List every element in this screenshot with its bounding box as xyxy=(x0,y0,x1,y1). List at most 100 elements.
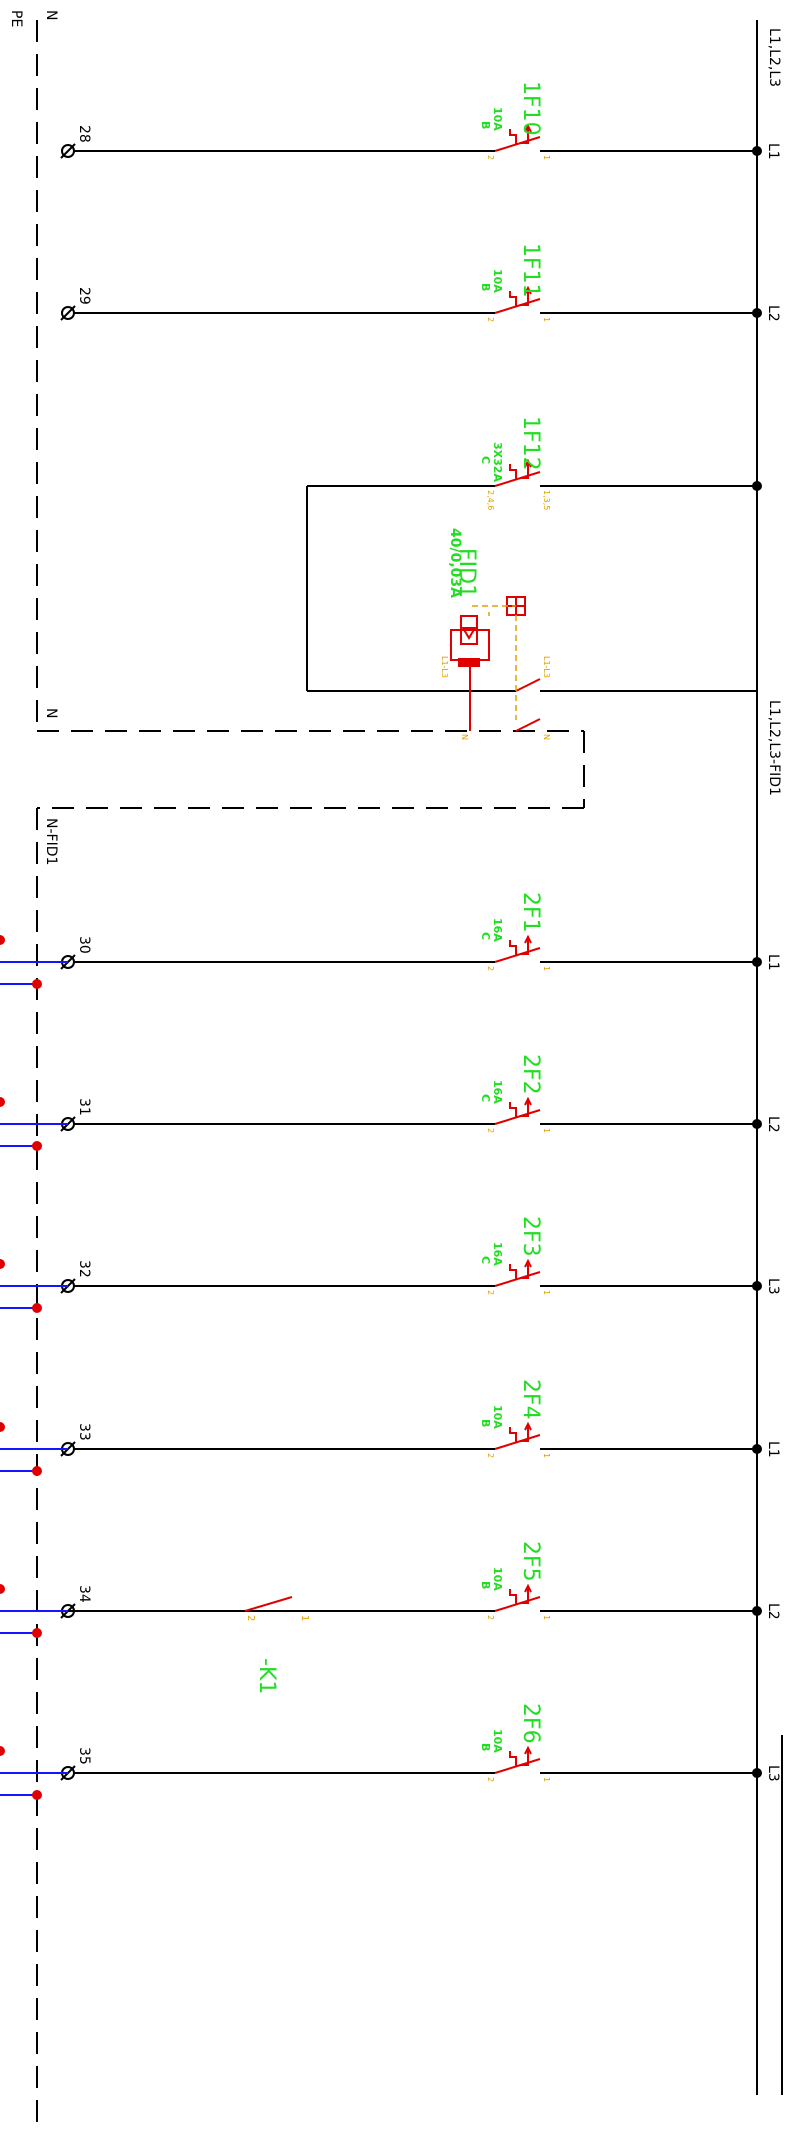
breaker-icon xyxy=(494,1258,541,1287)
breaker-curve: C xyxy=(479,932,492,940)
breaker-rating: 10A xyxy=(491,1567,504,1591)
breaker-row-1F12 xyxy=(494,458,762,491)
pin-out: 2 xyxy=(486,1128,495,1133)
breaker-icon xyxy=(494,1583,541,1612)
neutral-fid-label: N-FID1 xyxy=(43,818,59,865)
breaker-icon xyxy=(494,1421,541,1450)
phase-label: L2 xyxy=(765,1603,781,1620)
terminal-number: 35 xyxy=(76,1747,92,1765)
breaker-row-2F2 xyxy=(0,1096,762,1151)
rcd-pin-line-out: L1-L3 xyxy=(440,656,449,678)
breaker-id: 1F12 xyxy=(518,416,543,471)
junction-dot-icon xyxy=(752,308,762,318)
breaker-row-2F1 xyxy=(0,934,762,989)
pin-out: 2 xyxy=(486,317,495,322)
breaker-id: 1F10 xyxy=(518,81,543,136)
pin-in: 1 xyxy=(542,1290,551,1295)
terminal-number: 32 xyxy=(76,1260,92,1278)
pin-in: 1 xyxy=(542,155,551,160)
breaker-id: 2F2 xyxy=(518,1054,543,1095)
junction-dot-icon xyxy=(32,1141,42,1151)
breaker-rating: 16A xyxy=(491,918,504,942)
junction-dot-icon xyxy=(752,1119,762,1129)
terminal-number: 31 xyxy=(76,1098,92,1116)
breaker-row-2F4 xyxy=(0,1421,762,1476)
breaker-row-2F6 xyxy=(0,1745,762,1800)
bus-labels: L1,L2,L3 L1,L2,L3-FID1 N N N-FID1 PE xyxy=(8,10,782,865)
pin-in: 1,3,5 xyxy=(542,490,551,510)
breaker-curve: B xyxy=(479,121,492,129)
junction-dot-icon xyxy=(32,1303,42,1313)
breaker-id: 2F3 xyxy=(518,1216,543,1257)
phase-label: L1 xyxy=(765,954,781,971)
pin-in: 1 xyxy=(542,1777,551,1782)
junction-dot-icon xyxy=(752,957,762,967)
junction-dot-icon xyxy=(752,1768,762,1778)
wiring-frame xyxy=(36,20,783,2134)
rcd-fid1: FID1 40/0,03A L1-L3 L1-L3 N N xyxy=(440,528,551,740)
breaker-row-1F11 xyxy=(60,285,762,321)
junction-dot-icon xyxy=(752,146,762,156)
phase-label: L3 xyxy=(765,1765,781,1782)
junction-dot-icon xyxy=(0,1097,5,1107)
breaker-id: 1F11 xyxy=(518,243,543,298)
breaker-row-2F3 xyxy=(0,1258,762,1313)
phase-label: L2 xyxy=(765,1116,781,1133)
junction-dot-icon xyxy=(752,1444,762,1454)
pin-in: 1 xyxy=(542,1615,551,1620)
junction-dot-icon xyxy=(0,1746,5,1756)
pin-out: 2 xyxy=(486,1453,495,1458)
phase-label: L1 xyxy=(765,1441,781,1458)
pin-out: 2 xyxy=(486,1777,495,1782)
pin-out: 2 xyxy=(486,1615,495,1620)
contact-pin-in: 1 xyxy=(299,1615,310,1621)
pin-out: 2 xyxy=(486,155,495,160)
breaker-curve: C xyxy=(479,1094,492,1102)
breaker-rating: 3X32A xyxy=(491,442,504,482)
breaker-id: 2F1 xyxy=(518,892,543,933)
pin-out: 2,4,6 xyxy=(486,490,495,510)
pin-in: 1 xyxy=(542,1453,551,1458)
pin-out: 2 xyxy=(486,966,495,971)
junction-dot-icon xyxy=(0,1259,5,1269)
breaker-curve: B xyxy=(479,1743,492,1751)
contact-k1: -K1 1 2 xyxy=(68,1596,495,1694)
junction-dot-icon xyxy=(752,1281,762,1291)
breaker-icon xyxy=(494,934,541,963)
junction-dot-icon xyxy=(32,979,42,989)
junction-dot-icon xyxy=(32,1628,42,1638)
terminal-number: 33 xyxy=(76,1423,92,1441)
bus-label-main: L1,L2,L3 xyxy=(766,28,782,87)
terminal-number: 34 xyxy=(76,1585,92,1603)
pin-in: 1 xyxy=(542,966,551,971)
breaker-icon xyxy=(494,285,541,314)
phase-label: L3 xyxy=(765,1278,781,1295)
contact-pin-out: 2 xyxy=(245,1615,256,1621)
breaker-rating: 10A xyxy=(491,269,504,293)
breaker-id: 2F6 xyxy=(518,1703,543,1744)
junction-dot-icon xyxy=(32,1466,42,1476)
phase-label: L1 xyxy=(765,143,781,160)
junction-dot-icon xyxy=(32,1790,42,1800)
breaker-curve: C xyxy=(479,456,492,464)
breaker-id: 2F5 xyxy=(518,1541,543,1582)
terminal-icon xyxy=(60,305,76,321)
junction-dot-icon xyxy=(752,481,762,491)
breaker-rating: 10A xyxy=(491,107,504,131)
breaker-icon xyxy=(494,1096,541,1125)
junction-dot-icon xyxy=(0,935,5,945)
phase-label: L2 xyxy=(765,305,781,322)
junction-dot-icon xyxy=(0,1584,5,1594)
terminal-icon xyxy=(60,143,76,159)
breaker-rating: 16A xyxy=(491,1242,504,1266)
junction-dot-icon xyxy=(752,1606,762,1616)
breaker-id: 2F4 xyxy=(518,1379,543,1420)
terminal-number: 28 xyxy=(76,125,92,143)
rcd-id: FID1 xyxy=(454,548,479,598)
breaker-row-1F10 xyxy=(60,123,762,159)
breaker-curve: B xyxy=(479,283,492,291)
rcd-rating: 40/0,03A xyxy=(447,528,463,598)
terminal-number: 29 xyxy=(76,287,92,305)
